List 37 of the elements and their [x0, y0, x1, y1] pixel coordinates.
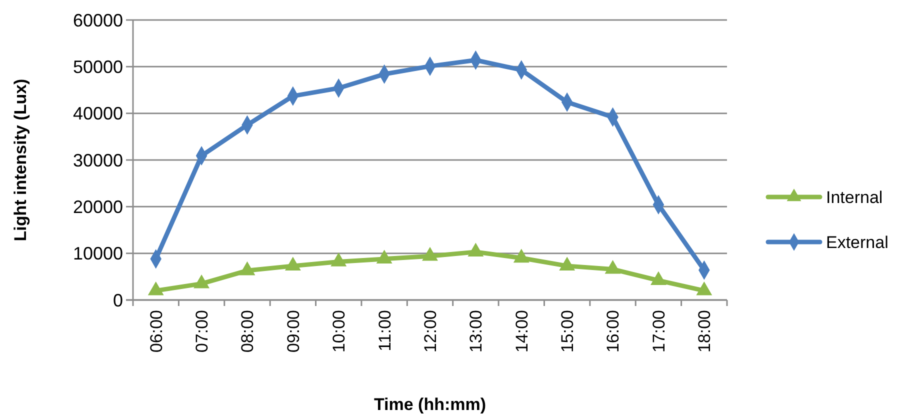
y-tick-label: 50000 — [72, 56, 123, 77]
point — [604, 260, 621, 274]
x-tick-label: 06:00 — [146, 310, 166, 353]
y-tick-label: 20000 — [72, 196, 123, 217]
x-tick-label: 18:00 — [695, 310, 714, 353]
y-axis-title: Light intensity (Lux) — [11, 78, 30, 242]
x-tick-label: 13:00 — [466, 310, 486, 353]
x-tick-label: 16:00 — [604, 310, 623, 353]
point — [148, 281, 164, 296]
legend-label: External — [826, 232, 888, 252]
point — [239, 261, 256, 276]
x-axis-title: Time (hh:mm) — [374, 395, 486, 414]
y-tick-label: 0 — [112, 290, 123, 310]
x-tick-label: 10:00 — [330, 310, 349, 353]
point — [696, 281, 712, 296]
x-tick-label: 08:00 — [238, 310, 258, 353]
y-tick-label: 60000 — [72, 10, 123, 30]
x-tick-label: 07:00 — [192, 310, 212, 353]
point — [376, 250, 392, 264]
x-tick-label: 09:00 — [284, 310, 303, 353]
point — [284, 256, 301, 271]
point — [330, 252, 347, 266]
point — [559, 256, 576, 271]
point — [468, 242, 484, 257]
point — [650, 271, 666, 285]
y-tick-label: 40000 — [72, 104, 123, 124]
x-tick-label: 17:00 — [649, 310, 668, 353]
point — [422, 246, 438, 261]
y-tick-label: 10000 — [72, 244, 123, 264]
legend-label: Internal — [826, 188, 883, 207]
x-tick-label: 14:00 — [512, 310, 532, 353]
y-tick-label: 30000 — [72, 150, 123, 170]
point — [513, 248, 530, 263]
x-tick-label: 15:00 — [558, 310, 578, 353]
point — [194, 274, 210, 288]
x-tick-label: 12:00 — [420, 310, 440, 353]
x-tick-label: 11:00 — [375, 310, 394, 352]
